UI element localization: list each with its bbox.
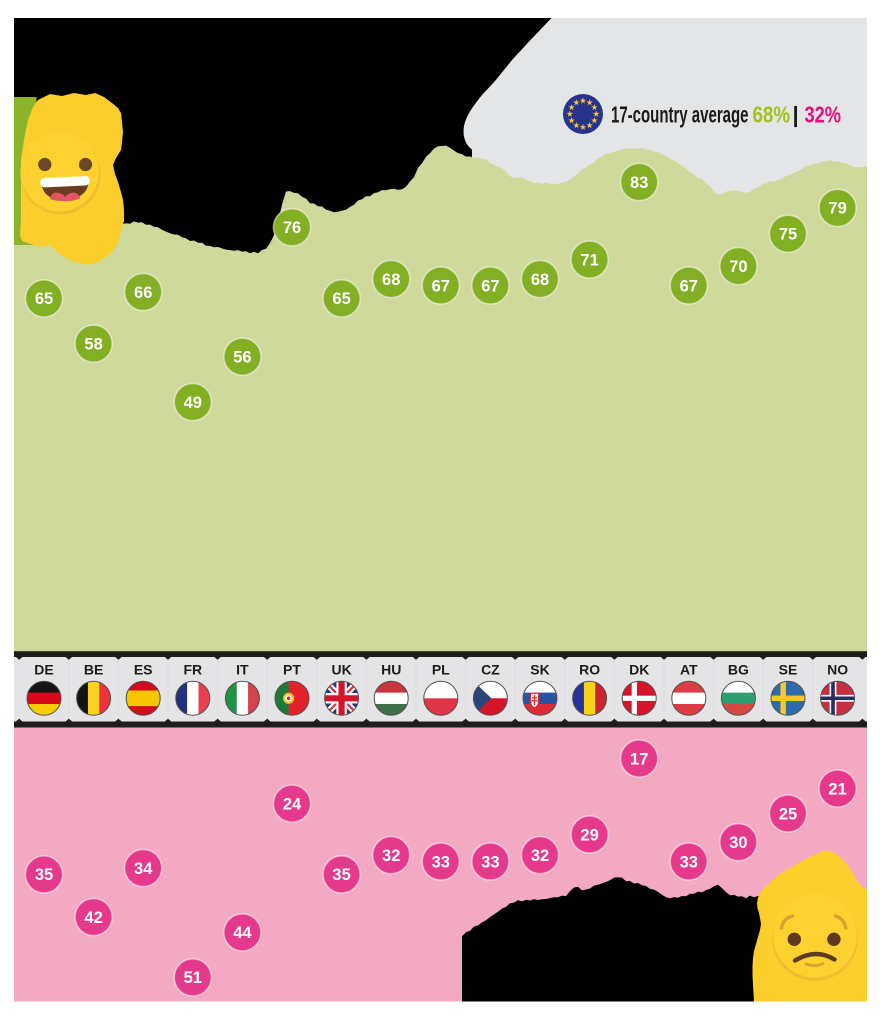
- svg-text:67: 67: [432, 277, 450, 295]
- svg-text:71: 71: [580, 251, 598, 269]
- svg-text:DE: DE: [34, 662, 53, 678]
- svg-text:|: |: [793, 102, 799, 127]
- svg-text:49: 49: [184, 394, 202, 412]
- svg-text:BG: BG: [728, 662, 749, 678]
- svg-text:58: 58: [84, 336, 102, 354]
- svg-text:25: 25: [779, 805, 797, 823]
- svg-text:68%: 68%: [753, 102, 791, 128]
- svg-text:56: 56: [233, 349, 251, 367]
- svg-text:PT: PT: [283, 662, 301, 678]
- svg-text:PL: PL: [432, 662, 450, 678]
- svg-text:HU: HU: [381, 662, 401, 678]
- svg-text:FR: FR: [183, 662, 202, 678]
- svg-text:IT: IT: [236, 662, 249, 678]
- svg-text:UK: UK: [331, 662, 351, 678]
- svg-text:RO: RO: [579, 662, 600, 678]
- svg-text:66: 66: [134, 284, 152, 302]
- svg-text:21: 21: [828, 780, 846, 798]
- svg-text:33: 33: [680, 853, 698, 871]
- svg-text:32%: 32%: [805, 102, 842, 128]
- svg-text:76: 76: [283, 219, 301, 237]
- svg-text:32: 32: [531, 847, 549, 865]
- svg-text:35: 35: [332, 866, 350, 884]
- svg-text:17-country average: 17-country average: [611, 102, 749, 128]
- svg-text:DK: DK: [629, 662, 649, 678]
- svg-text:30: 30: [729, 834, 747, 852]
- svg-text:29: 29: [580, 826, 598, 844]
- svg-text:33: 33: [432, 853, 450, 871]
- svg-text:42: 42: [84, 909, 102, 927]
- svg-text:34: 34: [134, 860, 153, 878]
- svg-text:33: 33: [481, 853, 499, 871]
- svg-text:SE: SE: [779, 662, 798, 678]
- svg-text:51: 51: [184, 969, 202, 987]
- svg-text:BE: BE: [84, 662, 103, 678]
- svg-text:65: 65: [332, 290, 350, 308]
- svg-text:79: 79: [828, 200, 846, 218]
- svg-text:44: 44: [233, 924, 252, 942]
- svg-text:68: 68: [382, 271, 400, 289]
- svg-text:65: 65: [35, 290, 53, 308]
- svg-text:ES: ES: [134, 662, 153, 678]
- svg-text:NO: NO: [827, 662, 848, 678]
- svg-text:32: 32: [382, 847, 400, 865]
- svg-text:75: 75: [779, 226, 797, 244]
- svg-text:CZ: CZ: [481, 662, 500, 678]
- svg-text:83: 83: [630, 174, 648, 192]
- svg-text:35: 35: [35, 866, 53, 884]
- svg-text:67: 67: [680, 277, 698, 295]
- svg-text:67: 67: [481, 277, 499, 295]
- svg-text:AT: AT: [680, 662, 698, 678]
- svg-text:SK: SK: [530, 662, 549, 678]
- svg-text:17: 17: [630, 750, 648, 768]
- svg-text:24: 24: [283, 795, 302, 813]
- svg-text:70: 70: [729, 258, 747, 276]
- svg-text:68: 68: [531, 271, 549, 289]
